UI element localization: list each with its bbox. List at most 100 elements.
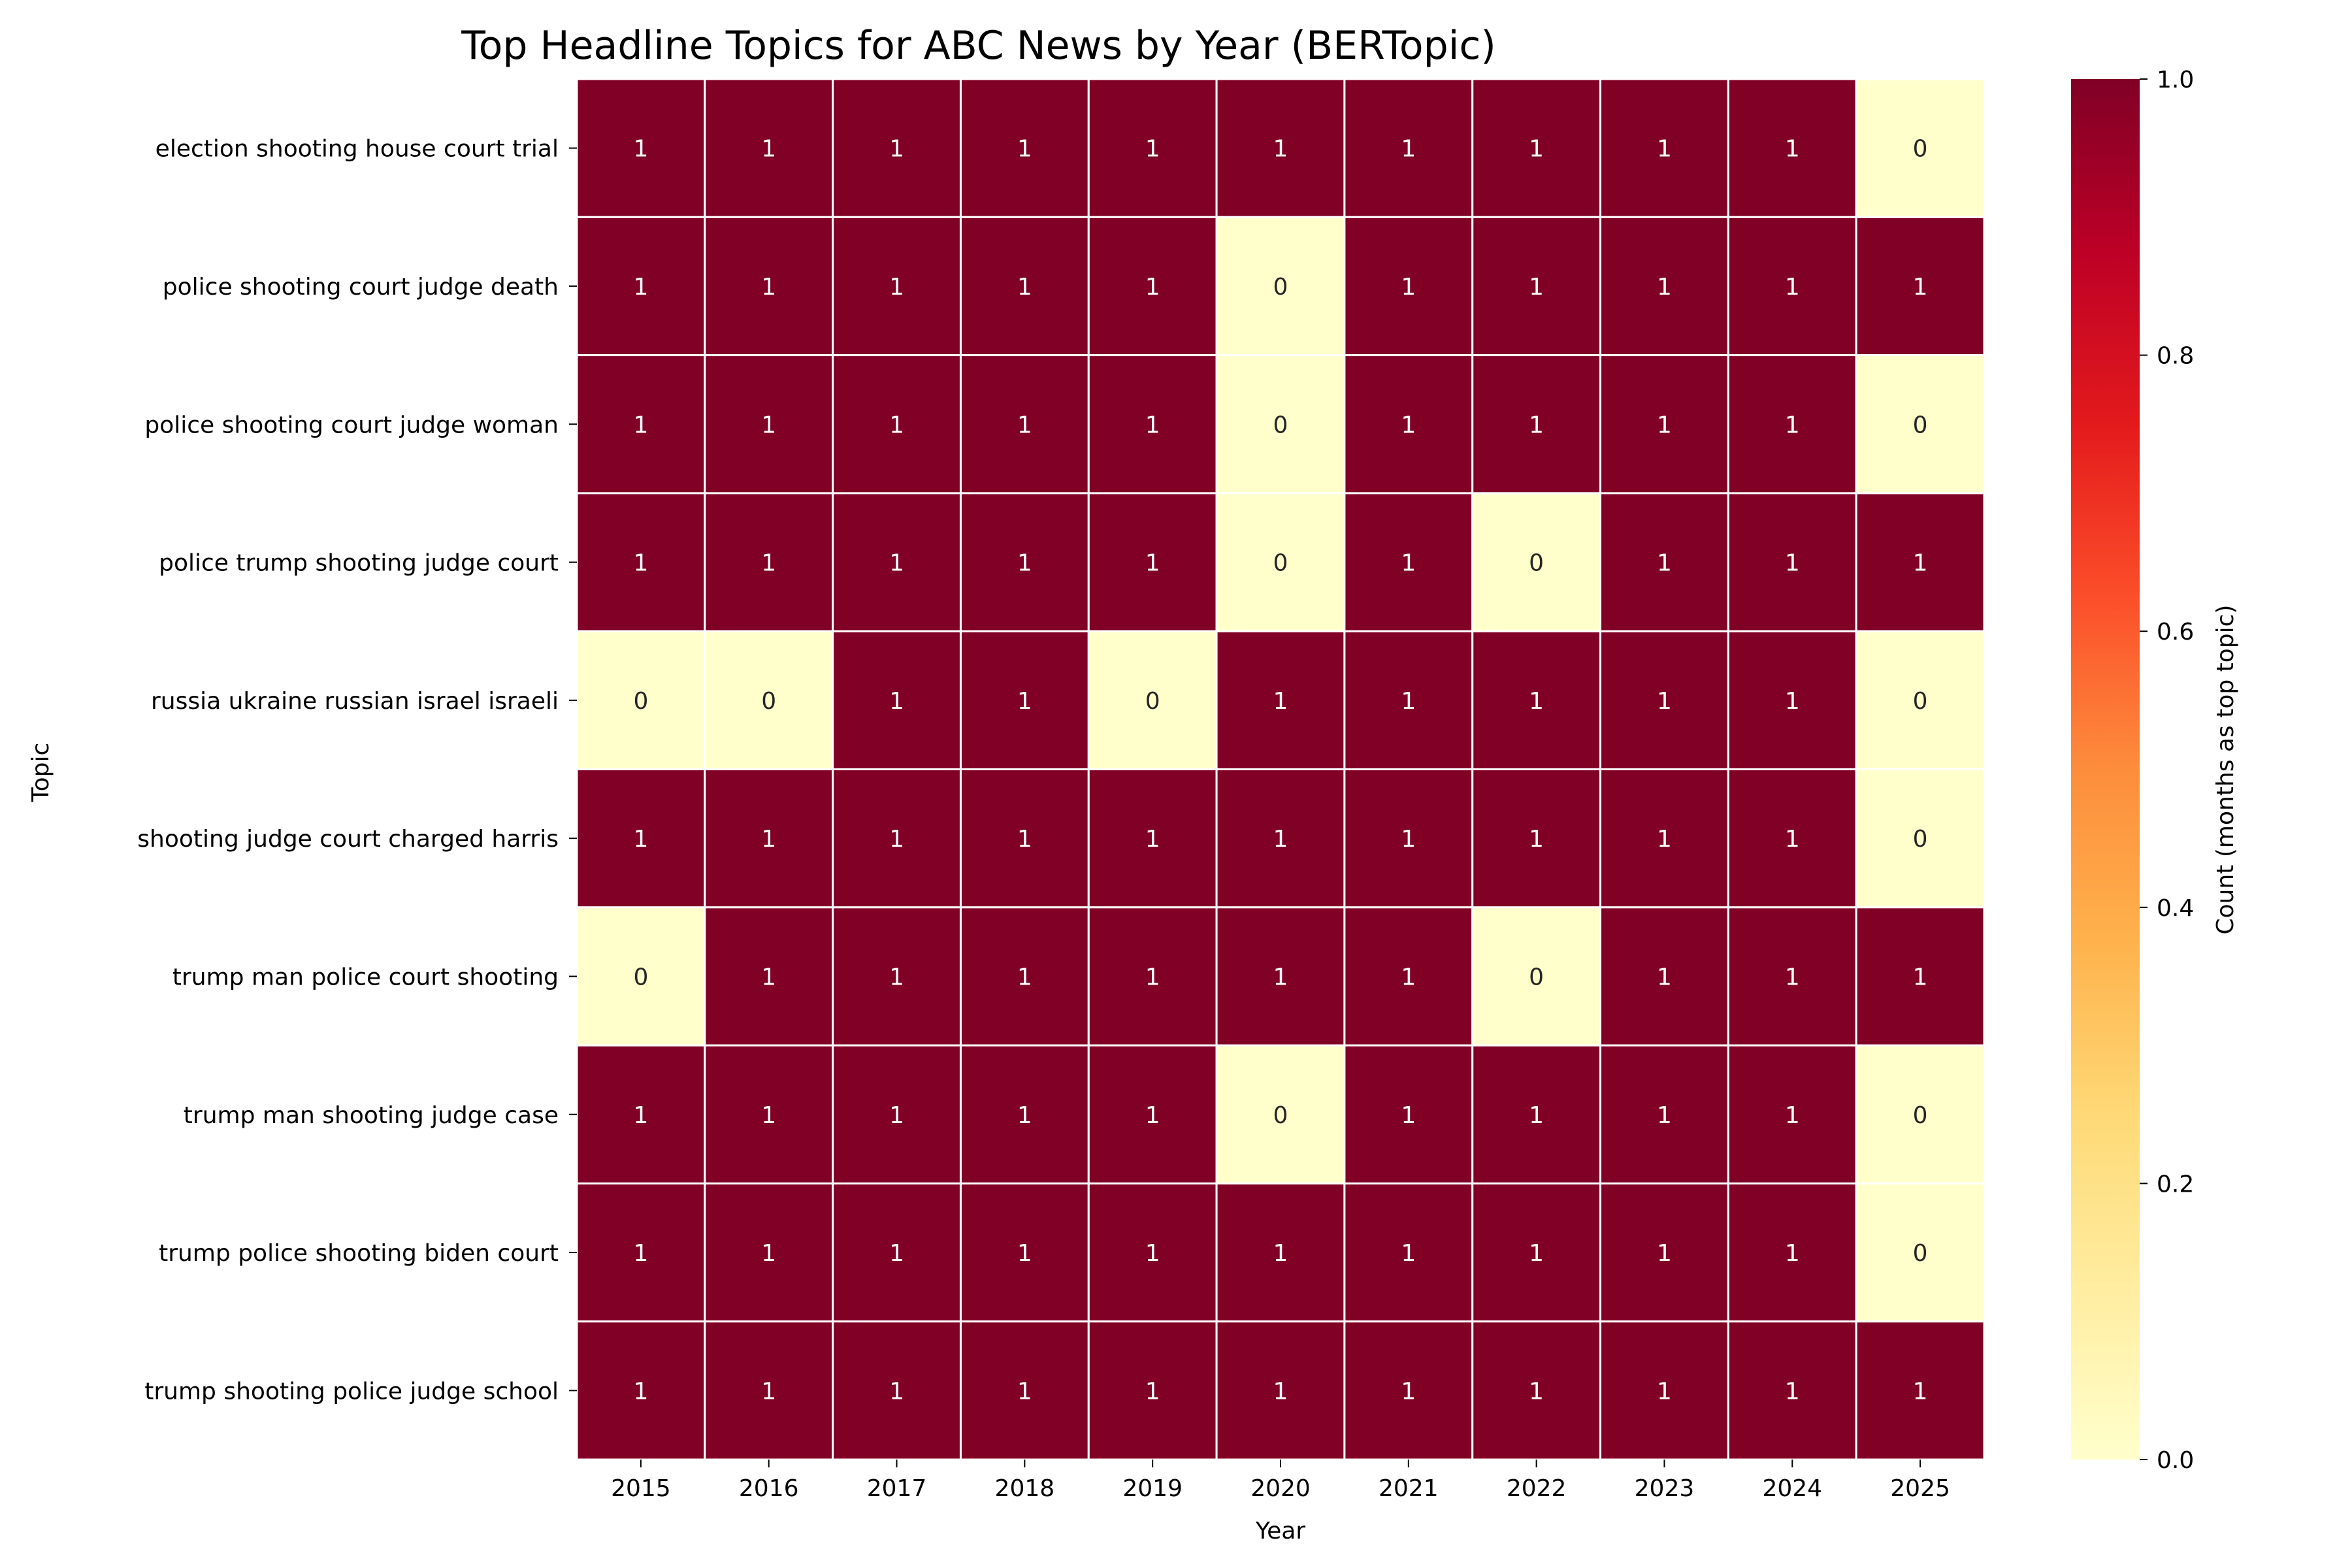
cell-value-label: 1 (1017, 274, 1032, 301)
cell-value-label: 1 (1145, 550, 1160, 577)
heatmap-cell (704, 906, 834, 1047)
heatmap-cell (1855, 354, 1985, 495)
heatmap-cell (959, 768, 1090, 909)
heatmap-cell (1727, 78, 1857, 218)
cell-value-label: 1 (633, 136, 648, 163)
colorbar-tick-label: 0.0 (2157, 1447, 2194, 1474)
colorbar-tick-label: 0.4 (2157, 895, 2194, 922)
heatmap-cell (1599, 354, 1729, 495)
heatmap-cell (1343, 492, 1474, 632)
heatmap-cell (1215, 492, 1346, 632)
heatmap-cell (1855, 630, 1985, 771)
y-tick-label: trump man shooting judge case (184, 1102, 559, 1129)
cell-value-label: 0 (1273, 550, 1288, 577)
heatmap-cell (1215, 1044, 1346, 1184)
cell-value-label: 1 (889, 274, 904, 301)
cell-value-label: 1 (1017, 1240, 1032, 1267)
heatmap-cell (1855, 1320, 1985, 1461)
cell-value-label: 1 (1529, 1240, 1544, 1267)
cell-value-label: 1 (1273, 136, 1288, 163)
cell-value-label: 1 (1657, 1240, 1672, 1267)
cell-value-label: 1 (1401, 1102, 1416, 1129)
cell-value-label: 1 (761, 412, 776, 438)
cell-value-label: 1 (1913, 964, 1928, 990)
heatmap-cell (1215, 906, 1346, 1047)
y-tick-labels: election shooting house court trial polic… (137, 136, 577, 1405)
heatmap-cell (576, 906, 706, 1047)
heatmap-cell (1599, 492, 1729, 632)
cell-value-label: 1 (1529, 412, 1544, 438)
cell-value-label: 1 (1145, 136, 1160, 163)
cell-value-label: 1 (1017, 550, 1032, 577)
cell-value-label: 1 (633, 1378, 648, 1405)
cell-value-label: 0 (1145, 688, 1160, 715)
cell-value-label: 1 (633, 1102, 648, 1129)
cell-value-label: 1 (889, 1378, 904, 1405)
heatmap-cell (1855, 78, 1985, 218)
colorbar-tick-label: 0.2 (2157, 1171, 2194, 1198)
cell-value-label: 1 (1145, 274, 1160, 301)
cell-value-label: 1 (1017, 412, 1032, 438)
cell-value-label: 1 (761, 1240, 776, 1267)
colorbar-gradient (2071, 79, 2140, 1460)
cell-value-label: 1 (1017, 136, 1032, 163)
cell-value-label: 1 (1785, 826, 1800, 853)
heatmap-cell (1343, 906, 1474, 1047)
cell-value-label: 0 (1273, 412, 1288, 438)
cell-value-label: 1 (1401, 826, 1416, 853)
cell-value-label: 1 (1785, 412, 1800, 438)
colorbar-tick-label: 0.6 (2157, 619, 2194, 645)
heatmap-cell (1599, 1182, 1729, 1323)
x-tick-label: 2022 (1507, 1475, 1567, 1502)
heatmap-cell (959, 1044, 1090, 1184)
x-tick-label: 2024 (1762, 1475, 1822, 1502)
cell-value-label: 1 (1657, 550, 1672, 577)
cell-value-label: 1 (1785, 550, 1800, 577)
cell-value-label: 1 (1657, 136, 1672, 163)
cell-value-label: 1 (1401, 1240, 1416, 1267)
y-tick-label: police trump shooting judge court (159, 550, 559, 577)
y-tick-label: police shooting court judge death (163, 274, 559, 301)
x-tick-label: 2021 (1379, 1475, 1439, 1502)
x-tick-label: 2020 (1250, 1475, 1311, 1502)
cell-value-label: 1 (1529, 688, 1544, 715)
cell-value-label: 0 (1913, 826, 1928, 853)
cell-value-label: 1 (1017, 1378, 1032, 1405)
heatmap-cell (1471, 1044, 1602, 1184)
y-axis-label: Topic (27, 743, 54, 803)
cell-value-label: 1 (1017, 1102, 1032, 1129)
heatmap-cell (576, 1182, 706, 1323)
cell-value-label: 1 (633, 274, 648, 301)
cell-value-label: 1 (633, 412, 648, 438)
cell-value-label: 1 (1529, 1378, 1544, 1405)
cell-value-label: 1 (1401, 964, 1416, 990)
heatmap-cell (1087, 1044, 1218, 1184)
heatmap-cell (1087, 216, 1218, 357)
cell-value-label: 1 (1785, 1102, 1800, 1129)
colorbar-label: Count (months as top topic) (2212, 605, 2239, 935)
heatmap-cell (576, 630, 706, 771)
heatmap-cell (832, 492, 962, 632)
heatmap-cell (1343, 1182, 1474, 1323)
heatmap-cell (959, 1182, 1090, 1323)
cell-value-label: 1 (1017, 964, 1032, 990)
heatmap-cell (1215, 768, 1346, 909)
cell-value-label: 1 (633, 1240, 648, 1267)
cell-value-label: 1 (1657, 688, 1672, 715)
heatmap-cell (1215, 354, 1346, 495)
heatmap-cell (1087, 630, 1218, 771)
heatmap-cell (1727, 906, 1857, 1047)
heatmap-cell (959, 492, 1090, 632)
cell-value-label: 1 (889, 412, 904, 438)
cell-value-label: 1 (1657, 274, 1672, 301)
cell-value-label: 1 (1785, 1240, 1800, 1267)
cell-value-label: 1 (1913, 1378, 1928, 1405)
x-tick-label: 2018 (995, 1475, 1055, 1502)
x-tick-label: 2023 (1635, 1475, 1695, 1502)
heatmap-cell (1087, 354, 1218, 495)
heatmap-cell (576, 768, 706, 909)
heatmap-cell (576, 1320, 706, 1461)
heatmap-cell (1855, 492, 1985, 632)
cell-value-label: 1 (1273, 1240, 1288, 1267)
cell-value-label: 1 (761, 964, 776, 990)
